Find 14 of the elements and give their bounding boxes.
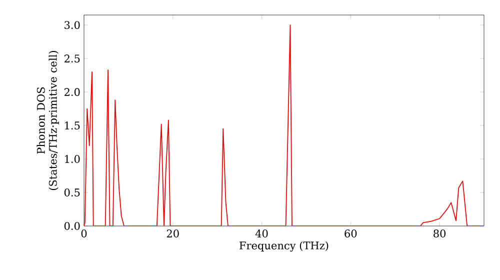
y-tick-label: 1.0 bbox=[65, 155, 80, 163]
x-tick-label: 0 bbox=[81, 230, 87, 238]
x-tick-label: 80 bbox=[434, 230, 446, 238]
y-tick-label: 1.5 bbox=[65, 122, 80, 130]
y-tick-label: 3.0 bbox=[64, 21, 80, 29]
x-tick-label: 40 bbox=[255, 230, 268, 238]
y-axis-title: Phonon DOS (States/THz·primitive cell) bbox=[36, 50, 59, 190]
x-axis-title: Frequency (THz) bbox=[240, 241, 328, 252]
y-tick-label: 2.5 bbox=[64, 54, 80, 62]
y-tick-label: 0.0 bbox=[64, 222, 80, 230]
y-tick-label: 0.5 bbox=[64, 188, 80, 196]
x-tick-label: 60 bbox=[344, 230, 357, 238]
x-tick-label: 20 bbox=[166, 230, 179, 238]
y-tick-label: 2.0 bbox=[64, 88, 80, 96]
